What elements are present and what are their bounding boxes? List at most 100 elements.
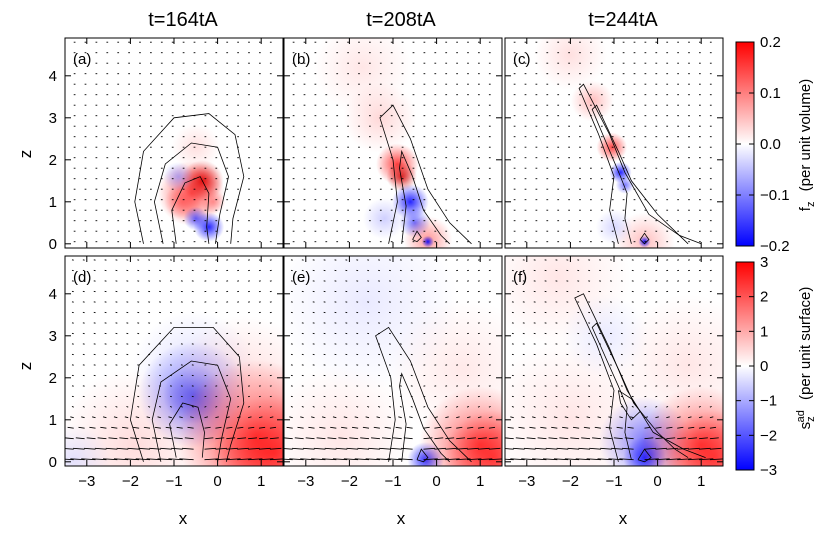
velocity-arrow — [343, 458, 359, 461]
velocity-arrow — [526, 437, 536, 440]
velocity-arrow — [179, 458, 194, 461]
velocity-arrow — [204, 437, 214, 440]
panel-label: (a) — [73, 51, 91, 68]
velocity-arrow — [376, 458, 391, 461]
velocity-arrow — [423, 405, 426, 408]
x-axis-label: x — [619, 509, 628, 528]
velocity-arrow — [551, 426, 558, 429]
velocity-arrow — [311, 458, 326, 461]
velocity-arrow — [357, 447, 370, 450]
contour-line — [171, 176, 210, 244]
contour-line — [639, 232, 650, 245]
x-tick-label: −2 — [122, 473, 139, 490]
velocity-arrow — [545, 447, 558, 450]
velocity-arrow — [319, 426, 326, 429]
heatmap — [284, 38, 502, 248]
plot-panel: 0 1 2 3 4 (a) — [49, 37, 284, 253]
velocity-arrow — [94, 447, 107, 450]
colorbar-tick-label: −0.2 — [760, 238, 790, 255]
velocity-field — [284, 259, 502, 461]
velocity-arrow — [146, 458, 161, 461]
velocity-arrow — [284, 437, 293, 440]
velocity-arrow — [82, 405, 85, 408]
velocity-arrow — [368, 447, 380, 450]
velocity-arrow — [423, 447, 436, 450]
velocity-arrow — [533, 405, 536, 408]
x-tick-label: −1 — [165, 473, 182, 490]
velocity-arrow — [602, 437, 612, 440]
velocity-arrow — [248, 437, 257, 440]
velocity-arrow — [434, 437, 444, 440]
velocity-arrow — [292, 447, 304, 450]
plot-panel: −3 −2 −1 0 1 (f) — [504, 255, 724, 490]
velocity-arrow — [518, 426, 525, 429]
velocity-arrow — [248, 416, 252, 419]
velocity-arrow — [237, 416, 241, 419]
velocity-arrow — [180, 405, 183, 408]
velocity-arrow — [321, 416, 326, 419]
velocity-arrow — [187, 426, 194, 429]
column-title: t=244tA — [588, 9, 658, 31]
velocity-arrow — [409, 416, 413, 419]
velocity-arrow — [104, 405, 107, 408]
velocity-field — [505, 259, 723, 461]
velocity-arrow — [655, 458, 670, 461]
velocity-arrow — [395, 426, 402, 429]
contour-line — [379, 104, 472, 245]
velocity-arrow — [423, 416, 428, 419]
velocity-arrow — [467, 447, 479, 450]
colorbar-tick-label: 3 — [760, 254, 768, 271]
velocity-arrow — [543, 458, 558, 461]
velocity-arrow — [226, 437, 236, 440]
velocity-arrow — [570, 437, 580, 440]
velocity-arrow — [515, 437, 525, 440]
velocity-arrow — [627, 426, 634, 429]
velocity-arrow — [445, 405, 448, 408]
contour-lines — [134, 113, 245, 244]
velocity-arrow — [226, 458, 241, 461]
velocity-arrow — [379, 447, 391, 450]
velocity-arrow — [341, 426, 348, 429]
velocity-arrow — [248, 426, 255, 429]
velocity-arrow — [237, 437, 247, 440]
colorbar-top: 0.2 0.1 0.0 −0.1 −0.2 fz (per unit volume) — [735, 34, 817, 255]
y-axis-label: z — [16, 150, 35, 159]
column-title: t=164tA — [148, 9, 218, 31]
contour-lines — [574, 293, 706, 463]
velocity-arrow — [137, 405, 140, 408]
plot-panel: −3 −2 −1 0 1 0 1 2 3 4 (d) — [49, 255, 284, 490]
velocity-arrow — [564, 416, 569, 419]
velocity-arrow — [113, 458, 129, 461]
colorbar-tick-label: 2 — [760, 289, 768, 306]
velocity-arrow — [698, 437, 708, 440]
velocity-arrow — [688, 447, 700, 450]
velocity-arrow — [269, 426, 277, 429]
velocity-arrow — [630, 416, 634, 419]
velocity-arrow — [143, 426, 151, 429]
velocity-arrow — [477, 458, 493, 461]
velocity-arrow — [445, 447, 457, 450]
velocity-arrow — [146, 416, 151, 419]
velocity-arrow — [589, 447, 601, 450]
velocity-arrow — [529, 426, 536, 429]
velocity-arrow — [434, 426, 441, 429]
velocity-arrow — [553, 416, 558, 419]
velocity-arrow — [588, 405, 591, 408]
velocity-arrow — [135, 416, 140, 419]
velocity-arrow — [434, 405, 437, 408]
velocity-arrow — [168, 416, 172, 419]
velocity-arrow — [403, 437, 413, 440]
velocity-arrow — [354, 416, 359, 419]
y-tick-label: 3 — [49, 328, 57, 345]
x-tick-label: −3 — [78, 473, 95, 490]
velocity-arrow — [688, 426, 695, 429]
contour-line — [153, 142, 229, 244]
velocity-arrow — [608, 416, 612, 419]
velocity-arrow — [154, 426, 161, 429]
velocity-arrow — [477, 437, 487, 440]
velocity-arrow — [338, 437, 348, 440]
velocity-arrow — [542, 416, 547, 419]
velocity-arrow — [467, 437, 476, 440]
velocity-arrow — [488, 426, 496, 429]
velocity-arrow — [619, 416, 623, 419]
